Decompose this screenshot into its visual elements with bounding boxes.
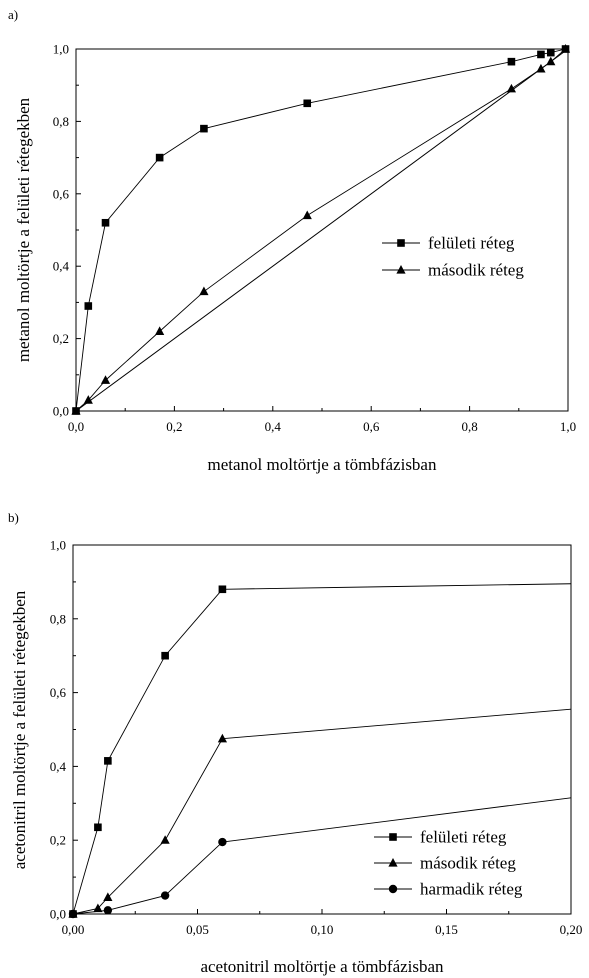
series-line bbox=[75, 48, 566, 412]
panel-a: a) 0,0 0,2 0,4 0,6 0,8 1,00,00,20,40,60,81,0 … bbox=[8, 7, 576, 474]
data-point-square bbox=[94, 823, 102, 832]
y-tick-label: 0,8 bbox=[53, 114, 69, 129]
data-point-square bbox=[161, 651, 169, 660]
series-line bbox=[72, 841, 223, 915]
legend-marker-square bbox=[389, 833, 397, 841]
legend-marker-triangle bbox=[388, 858, 398, 867]
data-point-square bbox=[537, 50, 545, 59]
series-triangle bbox=[71, 44, 571, 415]
x-tick-label: 0,2 bbox=[166, 419, 182, 434]
y-tick-label: 0,6 bbox=[53, 186, 70, 201]
data-point-square bbox=[84, 302, 93, 310]
data-point-circle bbox=[160, 891, 170, 900]
x-tick-label: 0,0 bbox=[68, 419, 84, 434]
y-tick-label: 0,4 bbox=[50, 759, 67, 774]
data-point-square bbox=[101, 218, 110, 227]
panel-b-series bbox=[68, 583, 572, 919]
data-point-triangle bbox=[199, 286, 209, 296]
y-tick-label: 0,8 bbox=[50, 611, 66, 626]
x-tick-label: 0,4 bbox=[265, 419, 282, 434]
data-point-circle bbox=[218, 837, 227, 847]
data-point-triangle bbox=[103, 892, 113, 901]
data-point-square bbox=[218, 585, 227, 594]
data-point-triangle bbox=[506, 83, 517, 93]
x-tick-label: 0,20 bbox=[560, 922, 583, 937]
legend-marker-square bbox=[397, 239, 405, 247]
series-extension-line bbox=[222, 583, 572, 590]
x-tick-label: 0,00 bbox=[62, 922, 85, 937]
panel-a-series bbox=[71, 44, 571, 415]
y-tick-label: 0,2 bbox=[53, 331, 69, 346]
x-tick-label: 0,05 bbox=[186, 922, 209, 937]
data-point-triangle bbox=[536, 63, 546, 73]
data-point-triangle bbox=[217, 733, 227, 743]
x-tick-label: 0,6 bbox=[363, 419, 380, 434]
data-point-triangle bbox=[100, 375, 111, 384]
data-point-triangle bbox=[302, 210, 312, 220]
data-point-triangle bbox=[155, 326, 165, 335]
data-point-triangle bbox=[83, 395, 93, 404]
y-tick-label: 0,0 bbox=[50, 907, 66, 922]
data-point-square bbox=[104, 757, 112, 765]
data-point-triangle bbox=[160, 835, 170, 844]
reference-diagonal-line bbox=[75, 48, 569, 412]
series-extension-line bbox=[222, 708, 572, 740]
panel-a-x-axis-title: metanol moltörtje a tömbfázisban bbox=[208, 455, 437, 474]
legend-label: felületi réteg bbox=[420, 828, 507, 847]
data-point-square bbox=[155, 153, 164, 162]
series-circle bbox=[68, 797, 572, 919]
data-point-square bbox=[200, 124, 208, 133]
panel-b: b) 0,00 0,05 0,10 0,15 0,20 0,0 0,2 0,4 0,6 0,8 1,… bbox=[8, 510, 582, 976]
x-tick-label: 0,8 bbox=[461, 419, 477, 434]
data-point-square bbox=[546, 48, 555, 57]
data-point-triangle bbox=[71, 406, 81, 415]
panel-a-label: a) bbox=[8, 7, 18, 22]
y-tick-label: 0,2 bbox=[50, 833, 66, 848]
series-triangle bbox=[68, 708, 572, 918]
x-tick-label: 1,0 bbox=[560, 419, 576, 434]
series-extension-line bbox=[222, 797, 572, 843]
panel-a-reference bbox=[75, 48, 569, 412]
x-tick-label: 0,10 bbox=[311, 922, 334, 937]
y-tick-label: 1,0 bbox=[50, 538, 66, 553]
data-point-triangle bbox=[560, 44, 571, 53]
panel-b-axes: 0,00 0,05 0,10 0,15 0,20 0,0 0,2 0,4 0,6 0,8 1,0 bbox=[50, 538, 583, 938]
legend-label: második réteg bbox=[420, 854, 516, 873]
legend-marker-triangle bbox=[396, 265, 406, 274]
data-point-triangle bbox=[546, 56, 556, 66]
panel-a-legend: felületi réteg második réteg bbox=[382, 234, 524, 280]
data-point-triangle bbox=[93, 903, 103, 913]
data-point-circle bbox=[68, 909, 78, 919]
data-point-circle bbox=[103, 906, 113, 915]
x-tick-label: 0,15 bbox=[435, 922, 458, 937]
series-line bbox=[75, 48, 566, 412]
legend-marker-circle bbox=[388, 884, 398, 894]
panel-b-label: b) bbox=[8, 510, 19, 525]
data-point-square bbox=[507, 57, 516, 66]
series-line bbox=[72, 588, 223, 915]
panel-b-x-axis-title: acetonitril moltörtje a tömbfázisban bbox=[200, 957, 444, 976]
legend-label: felületi réteg bbox=[428, 234, 515, 253]
panel-a-y-axis-title: metanol moltörtje a felületi rétegekben bbox=[14, 97, 33, 362]
panel-b-legend: felületi réteg második réteg harmadik réte… bbox=[374, 828, 523, 899]
y-tick-label: 1,0 bbox=[53, 42, 69, 57]
y-tick-label: 0,0 bbox=[53, 404, 69, 419]
legend-label: harmadik réteg bbox=[420, 880, 523, 899]
legend-label: második réteg bbox=[428, 261, 524, 280]
y-tick-label: 0,4 bbox=[53, 259, 70, 274]
y-tick-label: 0,6 bbox=[50, 685, 67, 700]
panel-b-y-axis-title: acetonitril moltörtje a felületi rétegek… bbox=[10, 590, 29, 869]
data-point-square bbox=[303, 99, 312, 108]
